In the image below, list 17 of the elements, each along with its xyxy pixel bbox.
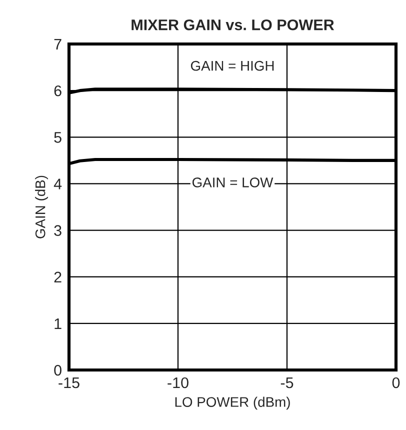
y-axis-title: GAIN (dB) bbox=[35, 176, 48, 238]
x-tick-label: 0 bbox=[392, 377, 400, 388]
y-tick-label: 6 bbox=[54, 85, 62, 96]
chart-title: MIXER GAIN vs. LO POWER bbox=[132, 19, 334, 30]
x-tick-label: -10 bbox=[168, 377, 188, 388]
x-tick-label: -5 bbox=[280, 378, 294, 388]
series-label: GAIN = HIGH bbox=[190, 60, 274, 71]
y-tick-label: 4 bbox=[54, 178, 62, 190]
y-tick-label: 0 bbox=[54, 364, 62, 376]
x-tick-label: -15 bbox=[58, 378, 80, 388]
y-tick-label: 3 bbox=[54, 225, 62, 236]
series-label: GAIN = LOW bbox=[192, 178, 274, 188]
y-tick-label: 7 bbox=[54, 39, 62, 50]
y-tick-label: 1 bbox=[54, 318, 62, 329]
y-tick-label: 5 bbox=[54, 132, 62, 143]
x-axis-title: LO POWER (dBm) bbox=[175, 396, 290, 410]
y-tick-label: 2 bbox=[54, 272, 62, 282]
